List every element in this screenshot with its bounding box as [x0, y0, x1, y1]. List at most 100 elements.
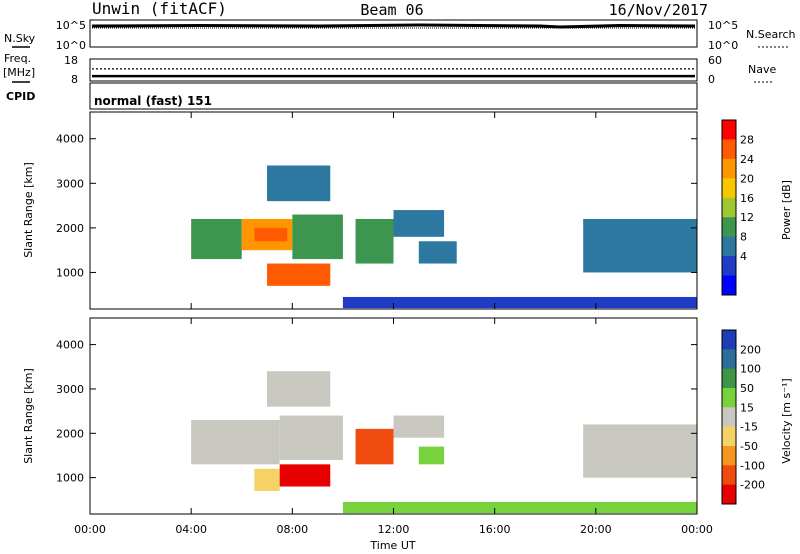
power-colorbar-label: Power [dB] [780, 180, 793, 240]
ytick-label: 2000 [56, 427, 84, 440]
xtick-label: 12:00 [378, 523, 410, 536]
heatmap-cell [342, 502, 697, 514]
colorbar-swatch [722, 275, 736, 296]
noise-tick-left-top: 10^5 [56, 19, 86, 32]
cpid-panel: CPID normal (fast) 151 [6, 82, 698, 110]
heatmap-cell [583, 218, 697, 273]
colorbar-swatch [722, 465, 736, 486]
heatmap-cell [267, 263, 331, 286]
colorbar-swatch [722, 158, 736, 179]
freq-label-2: [MHz] [3, 66, 35, 79]
ytick-label: 3000 [56, 383, 84, 396]
ytick-label: 1000 [56, 472, 84, 485]
colorbar-tick: -100 [740, 459, 765, 472]
colorbar-tick: 20 [740, 172, 754, 185]
velocity-heatmap [191, 371, 697, 514]
nave-tick-bottom: 0 [708, 73, 715, 86]
colorbar-swatch [722, 256, 736, 277]
time-axis: 00:00 04:00 08:00 12:00 16:00 20:00 00:00 [74, 112, 713, 536]
colorbar-tick: 28 [740, 133, 754, 146]
heatmap-cell [418, 446, 445, 465]
date-label: 16/Nov/2017 [609, 1, 708, 19]
noise-sky-trace [91, 23, 696, 29]
heatmap-cell [583, 424, 697, 478]
xtick-label: 08:00 [276, 523, 308, 536]
velocity-colorbar: 200 100 50 15 -15 -50 -100 -200 [721, 329, 765, 505]
ytick-label: 2000 [56, 222, 84, 235]
heatmap-cell [267, 165, 331, 202]
heatmap-cell [279, 415, 343, 460]
colorbar-tick: 8 [740, 231, 747, 244]
cpid-label: CPID [6, 90, 35, 103]
xtick-label: 20:00 [580, 523, 612, 536]
ytick-label: 1000 [56, 266, 84, 279]
colorbar-tick: 24 [740, 153, 754, 166]
velocity-colorbar-label: Velocity [m s⁻¹] [780, 378, 793, 463]
heatmap-cell [191, 419, 280, 465]
ytick-label: 3000 [56, 177, 84, 190]
colorbar-tick: 15 [740, 401, 754, 414]
colorbar-tick: 16 [740, 192, 754, 205]
freq-tick-top: 18 [64, 54, 78, 67]
heatmap-cell [254, 227, 288, 242]
noise-sky-label: N.Sky [4, 32, 36, 45]
freq-panel: Freq. [MHz] 18 8 60 0 Nave [3, 52, 776, 86]
colorbar-swatch [722, 120, 736, 140]
freq-label-1: Freq. [4, 52, 31, 65]
heatmap-cell [267, 371, 331, 407]
colorbar-swatch [722, 330, 736, 350]
noise-panel: N.Sky 10^5 10^0 10^5 10^0 N.Search [4, 19, 796, 52]
heatmap-cell [393, 210, 445, 237]
velocity-ylabel: Slant Range [km] [22, 368, 35, 464]
colorbar-tick: 4 [740, 250, 747, 263]
xaxis-label: Time UT [369, 539, 415, 552]
ytick-label: 4000 [56, 339, 84, 352]
heatmap-cell [254, 468, 280, 491]
ytick-label: 4000 [56, 133, 84, 146]
noise-tick-left-bottom: 10^0 [56, 39, 86, 52]
colorbar-swatch [722, 407, 736, 428]
xtick-label: 00:00 [74, 523, 106, 536]
colorbar-tick: 50 [740, 382, 754, 395]
colorbar-tick: 100 [740, 363, 761, 376]
colorbar-swatch [722, 178, 736, 199]
freq-tick-bottom: 8 [71, 73, 78, 86]
noise-tick-right-bottom: 10^0 [708, 39, 738, 52]
colorbar-tick: 200 [740, 343, 761, 356]
beam-label: Beam 06 [360, 1, 423, 19]
colorbar-swatch [722, 484, 736, 505]
station-title: Unwin (fitACF) [92, 0, 227, 18]
colorbar-swatch [722, 349, 736, 370]
heatmap-cell [355, 218, 394, 264]
heatmap-cell [393, 415, 445, 438]
colorbar-tick: -15 [740, 421, 758, 434]
colorbar-swatch [722, 217, 736, 238]
heatmap-cell [355, 428, 394, 465]
colorbar-tick: -200 [740, 479, 765, 492]
power-heatmap [191, 165, 697, 309]
colorbar-swatch [722, 197, 736, 218]
power-colorbar: 28 24 20 16 12 8 4 [721, 119, 754, 296]
velocity-panel: 4000 3000 2000 1000 Slant Range [km] 200 100… [22, 317, 793, 515]
xtick-label: 16:00 [479, 523, 511, 536]
noise-tick-right-top: 10^5 [708, 19, 738, 32]
colorbar-swatch [722, 236, 736, 257]
colorbar-tick: -50 [740, 440, 758, 453]
heatmap-cell [342, 296, 697, 309]
xtick-label: 00:00 [681, 523, 713, 536]
noise-search-label: N.Search [746, 28, 796, 41]
colorbar-swatch [722, 368, 736, 389]
xtick-label: 04:00 [175, 523, 207, 536]
heatmap-cell [191, 218, 242, 260]
colorbar-swatch [722, 446, 736, 466]
nave-tick-top: 60 [708, 54, 722, 67]
colorbar-swatch [722, 139, 736, 160]
colorbar-tick: 12 [740, 211, 754, 224]
cpid-value: normal (fast) 151 [94, 94, 212, 108]
power-ylabel: Slant Range [km] [22, 162, 35, 258]
colorbar-swatch [722, 388, 736, 408]
nave-label: Nave [748, 63, 776, 76]
colorbar-swatch [722, 426, 736, 447]
heatmap-cell [418, 241, 457, 264]
